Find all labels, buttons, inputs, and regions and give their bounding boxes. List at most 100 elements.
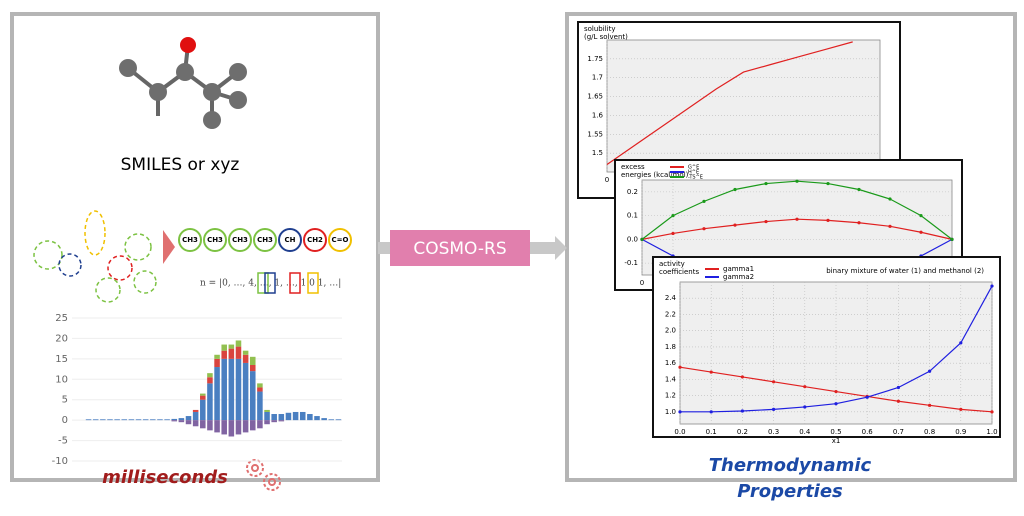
bar xyxy=(235,340,242,347)
bar xyxy=(100,419,106,421)
point xyxy=(740,409,745,413)
molecule-caption: SMILES or xyz xyxy=(121,155,240,175)
point xyxy=(795,179,799,183)
vector-highlight xyxy=(307,272,319,294)
series-line xyxy=(606,41,853,165)
point xyxy=(740,375,745,379)
point xyxy=(959,341,963,345)
group-circle xyxy=(203,228,227,252)
gears-icon xyxy=(246,459,281,491)
bar xyxy=(271,414,277,421)
y-tick-label: 2.0 xyxy=(665,327,676,335)
bar xyxy=(121,419,128,421)
bar xyxy=(85,419,92,421)
legend-label: H^E xyxy=(688,170,699,176)
bar xyxy=(242,354,249,363)
point xyxy=(640,237,644,241)
bar xyxy=(335,419,342,421)
group-label: CH3 xyxy=(207,236,223,244)
point xyxy=(857,187,861,192)
y-axis-label: solubility xyxy=(584,25,615,33)
x-tick-label: 0.6 xyxy=(862,428,874,436)
point xyxy=(678,365,682,369)
bar xyxy=(264,411,270,421)
point xyxy=(803,405,807,409)
legend-label: -TS^E xyxy=(688,175,703,181)
group-label: C=O xyxy=(332,236,349,244)
point xyxy=(733,223,737,227)
group-circle xyxy=(178,228,202,252)
x-tick-label: 0 xyxy=(605,176,609,184)
bar xyxy=(192,420,199,427)
y-axis-label: coefficients xyxy=(659,268,699,276)
point xyxy=(857,221,861,225)
x-tick-label: 0.0 xyxy=(674,428,685,436)
bar xyxy=(257,387,263,392)
y-tick-label: 1.8 xyxy=(665,343,676,351)
point xyxy=(826,218,830,222)
bar xyxy=(242,350,249,355)
bar xyxy=(178,418,185,421)
bar xyxy=(257,383,263,388)
x-tick-label: 1.0 xyxy=(986,428,997,436)
y-tick-label: 1.4 xyxy=(665,375,677,383)
y-tick-label: 15 xyxy=(55,354,68,365)
bar xyxy=(214,367,220,421)
x-tick-label: 0.7 xyxy=(893,428,904,436)
point xyxy=(896,399,901,403)
group-circle xyxy=(328,228,352,252)
flow-arrowhead xyxy=(555,236,567,260)
bar xyxy=(257,391,263,421)
group-label: CH3 xyxy=(182,236,198,244)
y-axis-label: (g/L solvent) xyxy=(584,33,628,41)
group-circle xyxy=(253,228,277,252)
point xyxy=(772,407,776,411)
y-axis-label: energies (kcal/mol) xyxy=(621,171,689,179)
point xyxy=(795,217,799,221)
point xyxy=(888,197,892,201)
bar xyxy=(235,420,242,435)
bar xyxy=(128,419,135,421)
bar xyxy=(207,373,213,378)
point xyxy=(834,389,838,394)
y-tick-label: 10 xyxy=(55,374,68,385)
method-label: COSMO-RS xyxy=(413,239,506,259)
bar xyxy=(285,412,292,421)
point xyxy=(865,395,869,399)
x-axis-label: x1 xyxy=(832,437,841,445)
group-label: CH3 xyxy=(232,236,248,244)
fragments xyxy=(33,210,157,303)
y-tick-label: 0.1 xyxy=(627,212,638,220)
bar xyxy=(235,358,242,421)
y-axis-label: excess xyxy=(621,163,645,171)
point xyxy=(764,181,768,186)
chart-title: binary mixture of water (1) and methanol… xyxy=(826,267,984,275)
x-tick-label: 0 xyxy=(640,279,644,287)
point xyxy=(928,403,932,407)
bar xyxy=(278,414,285,421)
bar xyxy=(221,420,227,435)
x-tick-label: 0.1 xyxy=(706,428,717,436)
y-tick-label: 2.2 xyxy=(665,310,676,318)
bar xyxy=(114,419,120,421)
bar xyxy=(142,419,149,421)
point xyxy=(709,370,713,374)
bar xyxy=(257,420,263,429)
bar xyxy=(92,419,99,421)
x-tick-label: 0.3 xyxy=(768,428,779,436)
x-tick-label: 0.8 xyxy=(924,428,935,436)
legend-label: gamma2 xyxy=(723,273,754,281)
bar xyxy=(271,420,277,423)
point xyxy=(826,181,830,186)
bar xyxy=(228,420,235,437)
bar xyxy=(221,358,227,421)
bar xyxy=(214,358,220,368)
point xyxy=(772,380,776,384)
bar xyxy=(249,364,256,372)
group-label: CH2 xyxy=(307,236,323,244)
point xyxy=(678,410,682,414)
legend-label: G^E xyxy=(688,165,699,171)
bar xyxy=(185,420,192,425)
output-label: Thermodynamic xyxy=(709,455,872,476)
output-label: Properties xyxy=(737,481,843,502)
